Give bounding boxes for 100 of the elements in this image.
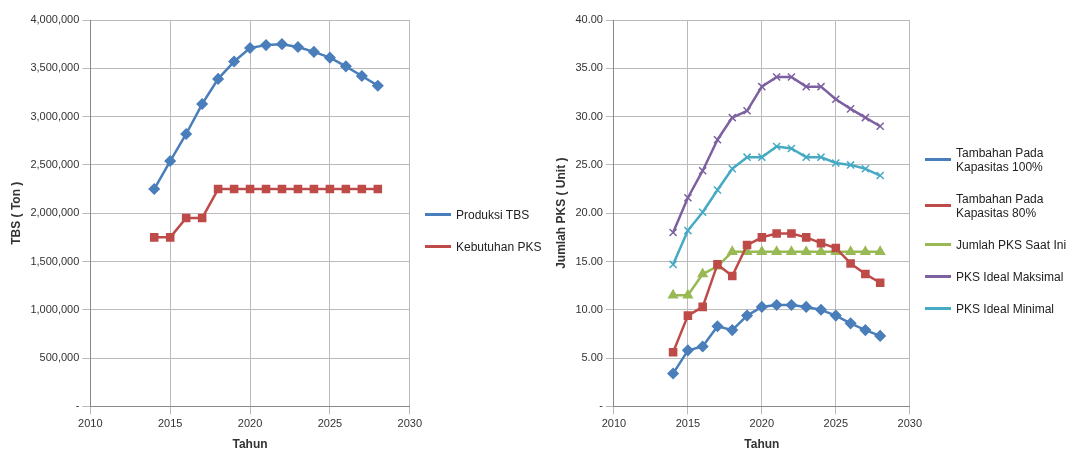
point: [696, 340, 709, 353]
point: [785, 299, 798, 311]
y-tick-label: 3,000,000: [30, 109, 80, 122]
point: [771, 246, 782, 256]
point: [801, 246, 812, 256]
point: [844, 317, 857, 330]
point: [727, 113, 737, 122]
x-tick-label: 2015: [157, 417, 183, 430]
x-tick-label: 2010: [601, 417, 627, 430]
y-tick-label: 30.00: [575, 109, 603, 122]
point: [846, 160, 855, 170]
point: [801, 233, 811, 242]
point: [668, 289, 679, 299]
point: [245, 184, 255, 194]
y-tick-label: 5.00: [581, 351, 603, 364]
point: [149, 233, 159, 242]
x-tick-label: 2025: [317, 417, 343, 430]
point: [787, 72, 796, 82]
point: [260, 39, 272, 51]
point: [356, 70, 368, 82]
point: [682, 289, 693, 299]
point: [875, 246, 886, 256]
point: [772, 229, 781, 238]
y-tick-label: 15.00: [575, 254, 603, 267]
point: [293, 184, 303, 194]
point: [742, 106, 752, 116]
point: [698, 166, 707, 175]
point: [830, 309, 842, 322]
point: [727, 164, 737, 174]
point: [742, 240, 752, 250]
point: [668, 348, 678, 357]
y-tick-label: 3,500,000: [30, 61, 80, 74]
point: [875, 171, 885, 180]
legend-label: Tambahan Pada Kapasitas 100%: [956, 145, 1045, 174]
point: [683, 311, 693, 320]
point: [757, 233, 767, 242]
y-tick-label: -: [599, 399, 604, 412]
point: [196, 98, 208, 110]
point: [165, 233, 175, 242]
point: [742, 152, 752, 162]
legend-label: Jumlah PKS Saat Ini: [956, 237, 1067, 252]
x-tick-label: 2025: [823, 417, 849, 430]
point: [212, 73, 224, 85]
y-tick-label: 10.00: [575, 302, 603, 315]
y-tick-label: 40.00: [575, 13, 603, 26]
point: [228, 55, 240, 68]
y-tick-label: 2,500,000: [30, 157, 80, 170]
point: [727, 271, 737, 281]
x-tick-label: 2010: [78, 417, 103, 430]
legend-label: Kebutuhan PKS: [456, 239, 542, 254]
point: [711, 320, 724, 332]
point: [861, 269, 870, 279]
point: [682, 344, 694, 357]
point: [713, 135, 722, 145]
y-tick-label: 1,000,000: [30, 302, 80, 315]
y-tick-label: 20.00: [575, 206, 603, 219]
point: [815, 304, 827, 316]
point: [772, 142, 781, 151]
point: [325, 184, 335, 194]
y-tick-label: 25.00: [575, 157, 603, 170]
point: [757, 82, 767, 91]
point: [772, 72, 781, 82]
point: [757, 152, 767, 162]
point: [341, 184, 351, 194]
point: [713, 185, 722, 195]
point: [801, 152, 811, 162]
point: [741, 309, 753, 322]
point: [875, 121, 885, 131]
y-tick-label: 500,000: [39, 351, 80, 364]
point: [831, 94, 841, 104]
point: [770, 299, 783, 311]
point: [309, 184, 319, 194]
point: [846, 104, 855, 114]
y-axis-title: Jumlah PKS ( Unit ): [553, 157, 568, 269]
x-tick-label: 2020: [237, 417, 263, 430]
point: [787, 229, 796, 238]
y-tick-label: 1,500,000: [30, 254, 80, 267]
point: [683, 193, 693, 203]
point: [668, 228, 678, 237]
x-tick-label: 2015: [675, 417, 701, 430]
point: [815, 246, 827, 256]
point: [859, 324, 872, 336]
point: [846, 259, 855, 268]
y-tick-label: 4,000,000: [30, 13, 80, 26]
y-tick-label: 35.00: [575, 61, 603, 74]
point: [698, 302, 707, 312]
x-tick-label: 2030: [897, 417, 923, 430]
point: [860, 246, 871, 256]
point: [668, 260, 678, 269]
point: [786, 246, 797, 256]
point: [164, 155, 176, 167]
point: [726, 324, 739, 336]
point: [277, 184, 287, 194]
x-tick-label: 2020: [749, 417, 775, 430]
point: [213, 184, 223, 194]
point: [308, 46, 320, 58]
legend-label: Tambahan Pada Kapasitas 80%: [956, 191, 1045, 220]
legend-label: Produksi TBS: [456, 207, 530, 222]
point: [261, 184, 271, 194]
point: [831, 158, 841, 168]
